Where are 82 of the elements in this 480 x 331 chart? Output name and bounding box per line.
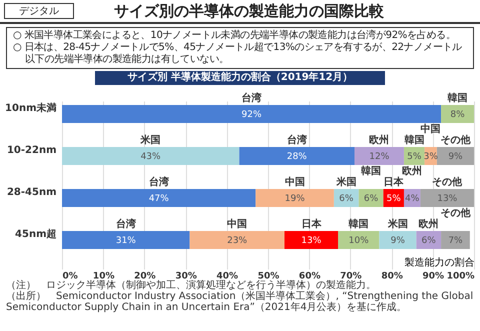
data-label: 6% [339,194,354,204]
x-tick-label: 0% [62,272,78,282]
x-tick-label: 30% [175,272,197,282]
text: 欧州 [402,166,422,177]
data-label: 23% [227,236,248,246]
text: 米国 [336,177,356,188]
text: 韓国 [404,135,424,146]
data-label: 92% [242,110,262,120]
data-label: 13% [437,194,458,204]
text: 韓国 [361,166,381,177]
x-tick-label: 80% [381,272,403,282]
bar [256,189,334,207]
data-label: 6% [364,194,379,204]
bar [284,231,338,249]
text: 日本 [301,219,322,230]
bar [62,189,256,207]
data-label: 28% [286,152,308,162]
x-tick-label: 90% [422,272,444,282]
series-label: 日本 [384,176,405,188]
data-label: 13% [301,236,322,246]
x-tick-label: 70% [340,272,362,282]
series-label: 欧州 [369,134,390,146]
data-label: 12% [369,152,390,162]
y-tick-label: 10nm未満 [5,102,56,114]
text: ○ 日本は、28-45ナノメートルで5%、45ナノメートル超で13%のシェアを有するが、22ナノメートル以下の先端半導体の製造能力は有していない。 [13,42,463,66]
data-label: 19% [284,194,306,204]
text: デジタル [4,3,74,19]
x-tick-label: 20% [134,272,156,282]
x-tick-label: 50% [258,272,280,282]
text: （注） ロジック半導体（制御や加工、演算処理などを行う半導体）の製造能力。 [6,280,377,291]
text: その他 [440,208,470,219]
x-axis-title: 製造能力の割合 [404,256,474,268]
data-label: 47% [148,194,170,204]
bar [420,189,474,207]
y-tick-label: 45nm超 [15,228,56,240]
x-tick-label: 40% [216,272,238,282]
bar [62,147,240,165]
data-label: 5% [407,152,422,162]
data-label: 3% [424,152,438,162]
bar [62,231,190,249]
y-tick-label: 10-22nm [6,145,56,156]
text: 中国 [420,124,441,135]
data-label: 6% [422,236,436,246]
text: 台湾 [116,219,136,230]
data-label: 8% [450,110,466,120]
text: 米国 [388,219,408,230]
series-label: 米国 [140,134,161,146]
series-label: 台湾 [242,92,263,104]
text: その他 [432,177,462,188]
bar [354,147,404,165]
data-label: 43% [140,152,162,162]
chart-subtitle: サイズ別 半導体製造能力の割合（2019年12月） [95,71,385,85]
bar [441,105,474,123]
text: 台湾 [286,135,307,146]
text: 欧州 [418,219,439,230]
text: （出所） Semiconductor Industry Association（米国半導体工業会）, “Strengthening the Global Semiconductor Supply Chain in an Uncertain Era”（2021年4月公表）を基に作成。 [6,291,474,313]
bar [441,231,470,249]
data-label: 9% [448,152,464,162]
y-tick-label: 28-45nm [6,187,56,198]
data-label: 31% [116,236,136,246]
text: 中国 [227,219,248,230]
x-tick-label: 10% [92,272,114,282]
text: 台湾 [148,177,169,188]
text: 韓国 [348,219,369,230]
series-label: 韓国 [448,92,468,104]
data-label: 9% [390,236,406,246]
bar [436,147,474,165]
data-label: 4% [405,194,420,204]
bar [190,231,284,249]
x-tick-label: 60% [298,272,320,282]
data-label: 7% [448,236,464,246]
data-label: 10% [348,236,370,246]
chart-title: サイズ別の半導体の製造能力の国際比較 [114,2,384,20]
bar [62,105,442,123]
x-tick-label: 100% [446,272,474,282]
series-label: その他 [440,134,472,146]
series-label: 中国 [284,176,305,188]
bar [379,231,416,249]
data-label: 5% [386,194,402,204]
text: ○ 米国半導体工業会によると、10ナノメートル未満の先端半導体の製造能力は台湾が92%を占める。 [13,30,456,42]
bar [239,147,355,165]
bar [338,231,380,249]
